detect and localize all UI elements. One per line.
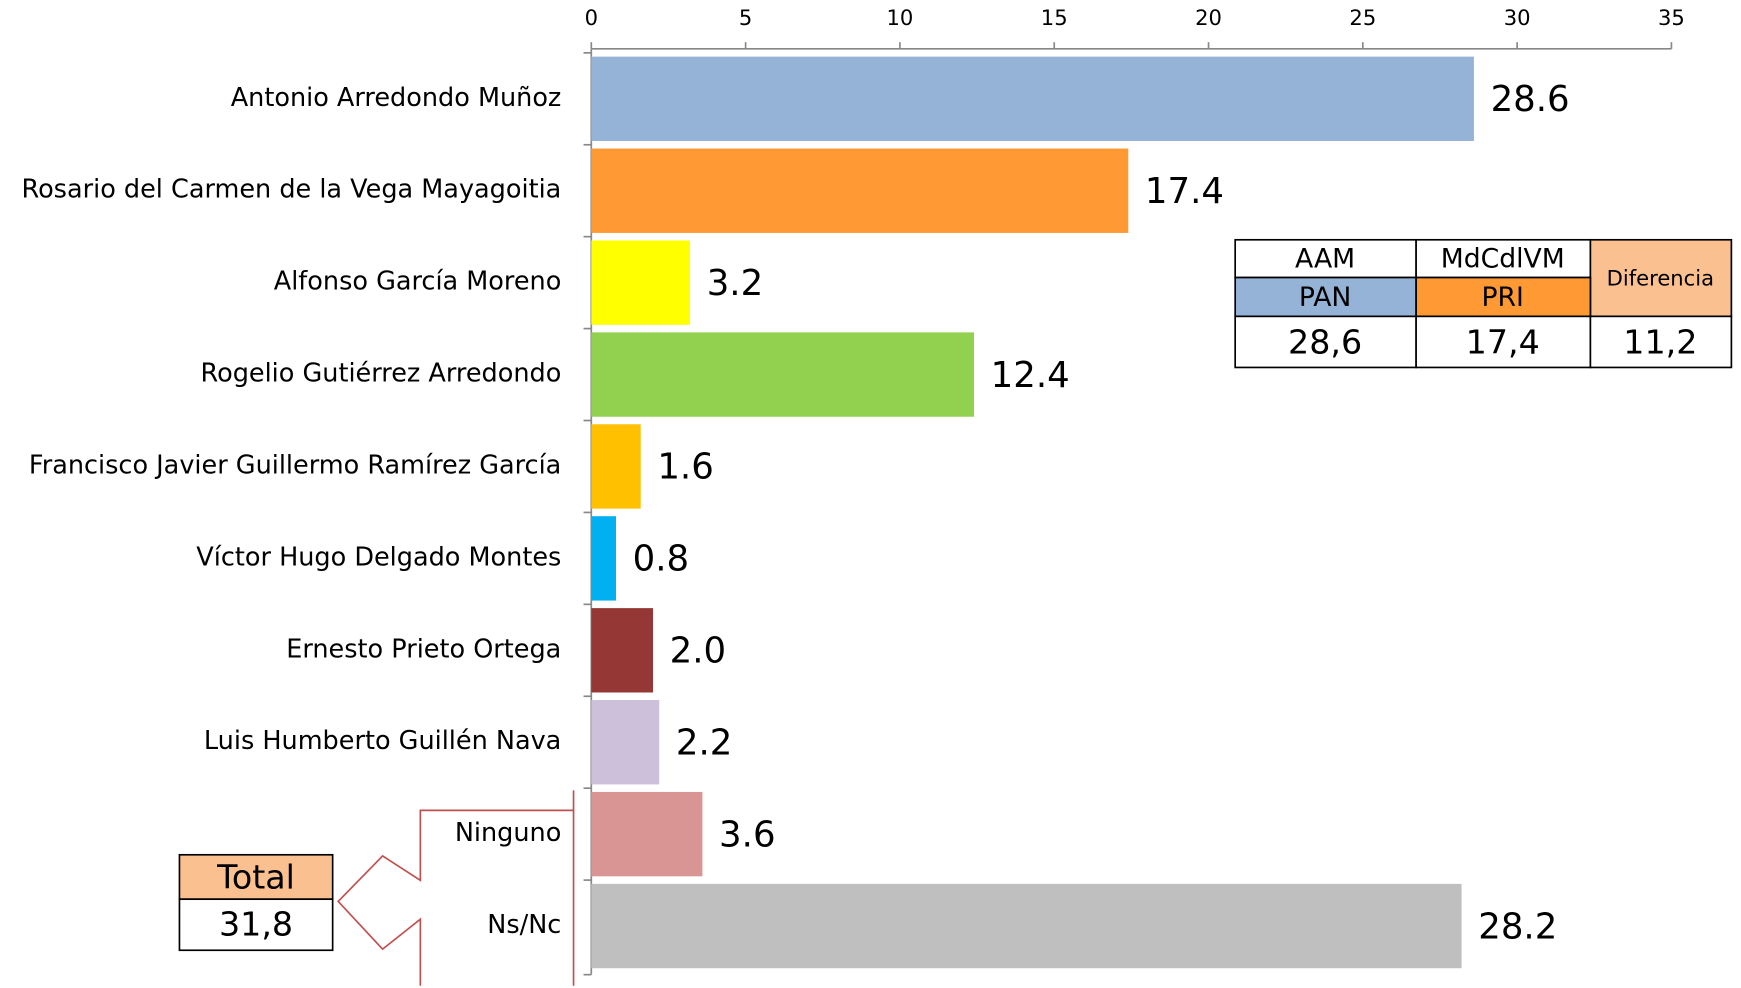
total-label: Total — [216, 858, 295, 897]
data-label: 3.2 — [707, 263, 763, 304]
cell — [1234, 315, 1417, 369]
cell — [1415, 238, 1592, 279]
data-label: 17.4 — [1145, 171, 1224, 212]
data-label: 1.6 — [657, 447, 713, 488]
x-tick-label: 35 — [1658, 5, 1685, 30]
header: AAM — [1295, 243, 1355, 274]
bar — [591, 424, 641, 509]
data-label: 28.6 — [1491, 79, 1570, 120]
bar — [591, 791, 703, 877]
y-tick-label: Antonio Arredondo Muñoz — [231, 83, 562, 113]
summary-table: AAM MdCdlVM Diferencia PAN PRI 28,6 17,4… — [1234, 238, 1733, 369]
bar — [591, 240, 691, 325]
y-tick-label: Ninguno — [455, 818, 562, 848]
cell — [1589, 315, 1733, 369]
bar — [591, 608, 654, 693]
header: Diferencia — [1607, 266, 1714, 291]
data-label: 2.2 — [676, 722, 732, 763]
party: PRI — [1481, 282, 1523, 313]
cell-value: 11,2 — [1623, 323, 1697, 362]
data-label: 0.8 — [633, 539, 689, 580]
cell — [178, 898, 334, 952]
x-tick-label: 5 — [739, 5, 752, 30]
party: PAN — [1299, 282, 1351, 313]
x-tick-label: 0 — [585, 5, 598, 30]
bar — [591, 56, 1474, 141]
cell-value: 28,6 — [1288, 323, 1362, 362]
bar — [591, 332, 974, 417]
x-tick-label: 25 — [1349, 5, 1376, 30]
y-tick-label: Francisco Javier Guillermo Ramírez Garcí… — [29, 450, 561, 480]
cell — [1415, 315, 1592, 369]
data-label: 12.4 — [991, 355, 1070, 396]
bracket-arrow — [337, 790, 575, 986]
data-label: 28.2 — [1478, 906, 1557, 947]
x-tick-label: 20 — [1195, 5, 1222, 30]
y-tick-label: Rosario del Carmen de la Vega Mayagoitia — [22, 175, 562, 205]
x-tick-label: 10 — [887, 5, 914, 30]
bar — [591, 148, 1129, 233]
x-tick-label: 15 — [1041, 5, 1068, 30]
y-tick-label: Ernesto Prieto Ortega — [286, 634, 561, 664]
y-tick-label: Alfonso García Moreno — [274, 267, 562, 297]
total-box: Total 31,8 — [178, 853, 334, 952]
cell — [1234, 238, 1417, 279]
y-tick-label: Rogelio Gutiérrez Arredondo — [201, 359, 562, 389]
header: MdCdlVM — [1441, 243, 1565, 274]
cell-value: 17,4 — [1466, 323, 1540, 362]
bar — [591, 883, 1462, 969]
y-tick-label: Víctor Hugo Delgado Montes — [196, 542, 561, 572]
bar — [591, 700, 660, 785]
data-label: 3.6 — [719, 814, 775, 855]
y-tick-label: Luis Humberto Guillén Nava — [204, 726, 561, 756]
cell — [1589, 238, 1733, 318]
data-label: 2.0 — [670, 631, 726, 672]
x-tick-label: 30 — [1504, 5, 1531, 30]
bar — [591, 516, 616, 601]
total-value: 31,8 — [219, 904, 293, 943]
y-tick-label: Ns/Nc — [487, 910, 561, 940]
